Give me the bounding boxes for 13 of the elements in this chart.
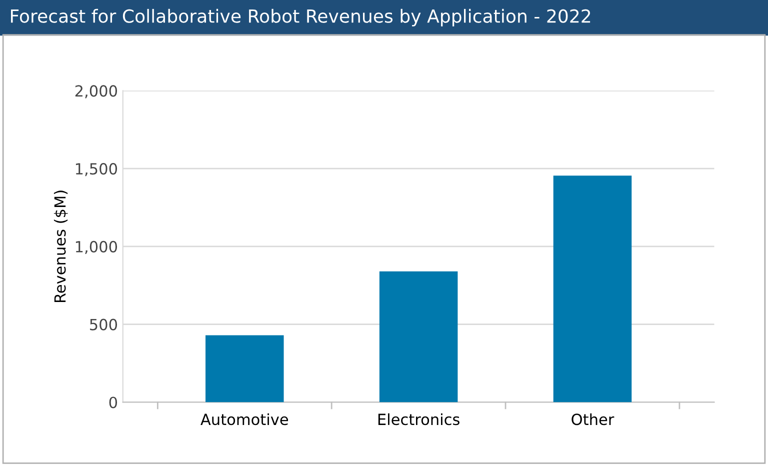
y-tick-label: 1,000 xyxy=(76,240,118,254)
y-tick-label: 500 xyxy=(90,318,118,330)
chart-title: Forecast for Collaborative Robot Revenues by Application - 2022 xyxy=(10,8,590,26)
bar xyxy=(205,335,284,402)
x-tick-label: Automotive xyxy=(200,413,288,426)
y-tick-label: 1,500 xyxy=(76,163,118,176)
y-tick-label: 0 xyxy=(109,396,118,408)
x-tick-label: Other xyxy=(572,413,614,426)
y-axis-title: Revenues ($M) xyxy=(54,190,68,302)
y-tick-label: 2,000 xyxy=(75,85,118,98)
x-tick-label: Electronics xyxy=(378,413,460,426)
bar xyxy=(553,176,632,402)
bar xyxy=(379,271,458,402)
